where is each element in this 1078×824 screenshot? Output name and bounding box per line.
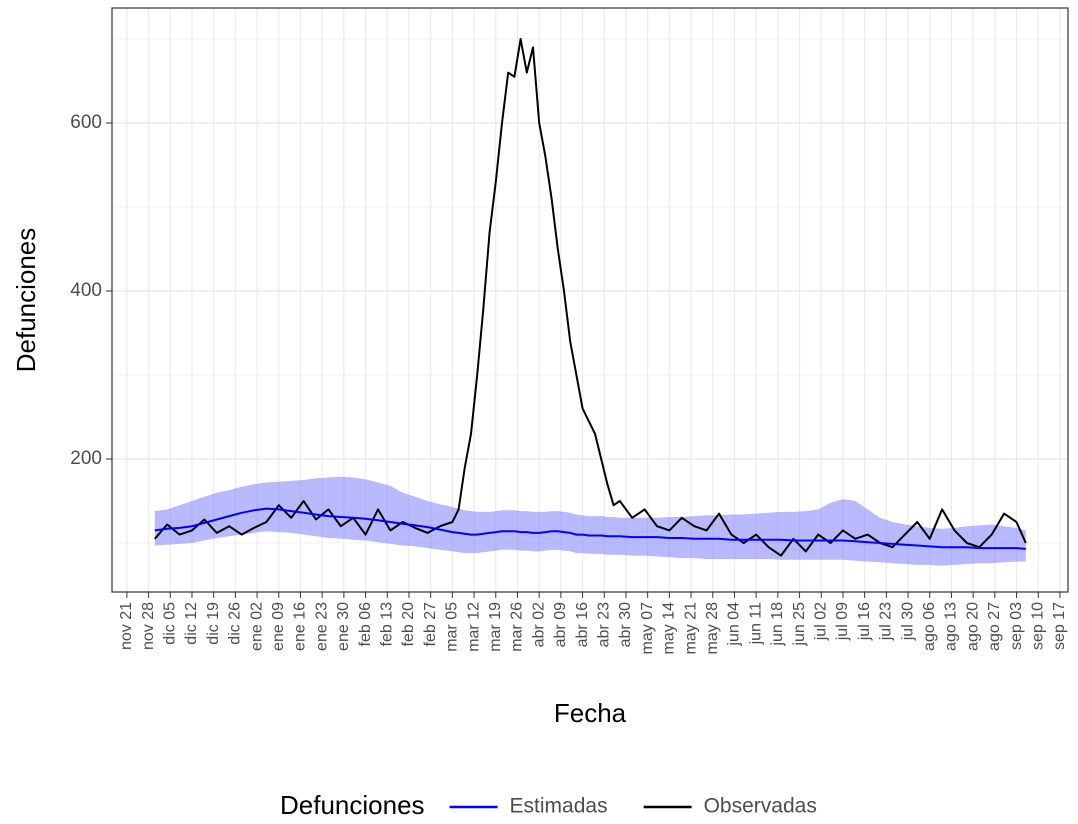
x-tick-label: abr 30: [617, 602, 634, 647]
x-axis-title: Fecha: [554, 698, 627, 728]
x-tick-label: jul 02: [812, 602, 829, 641]
x-tick-label: jun 11: [747, 602, 764, 646]
x-tick-label: nov 28: [140, 602, 157, 650]
x-tick-label: mar 12: [465, 602, 482, 652]
panel-border: [111, 7, 1069, 593]
x-tick-label: sep 10: [1029, 602, 1046, 650]
legend-title: Defunciones: [280, 790, 425, 820]
legend-label: Observadas: [704, 795, 817, 818]
series-line: [154, 38, 1027, 557]
y-tick-label: 600: [70, 112, 102, 133]
x-tick-label: jul 16: [856, 602, 873, 641]
x-tick-label: jul 30: [899, 602, 916, 641]
x-tick-label: feb 20: [400, 602, 417, 647]
x-tick-label: ene 09: [270, 602, 287, 651]
x-tick-label: ago 06: [921, 602, 938, 651]
y-axis-title: Defunciones: [11, 228, 41, 373]
x-tick-label: may 21: [682, 602, 699, 655]
legend-label: Estimadas: [510, 795, 608, 818]
x-tick-label: dic 05: [161, 602, 178, 645]
x-tick-label: abr 23: [595, 602, 612, 647]
x-tick-label: mar 26: [509, 602, 526, 652]
x-tick-label: jul 09: [834, 602, 851, 641]
x-tick-label: mar 05: [444, 602, 461, 652]
x-tick-label: sep 03: [1008, 602, 1025, 650]
x-tick-label: feb 27: [422, 602, 439, 647]
x-tick-label: feb 13: [378, 602, 395, 647]
x-tick-label: abr 02: [530, 602, 547, 647]
y-tick-label: 200: [70, 448, 102, 469]
x-tick-label: dic 26: [227, 602, 244, 645]
x-tick-label: may 14: [661, 602, 678, 655]
x-tick-label: ene 16: [292, 602, 309, 651]
x-tick-label: ago 27: [986, 602, 1003, 651]
x-tick-label: dic 12: [183, 602, 200, 645]
x-tick-label: jul 23: [878, 602, 895, 641]
x-tick-label: jun 18: [769, 602, 786, 647]
x-tick-label: mar 19: [487, 602, 504, 652]
x-tick-label: nov 21: [118, 602, 135, 650]
x-tick-label: ago 20: [964, 602, 981, 651]
confidence-band: [154, 476, 1026, 566]
x-tick-label: jun 25: [791, 602, 808, 647]
x-tick-label: may 07: [639, 602, 656, 655]
x-tick-label: ene 23: [313, 602, 330, 651]
x-tick-label: jun 04: [726, 602, 743, 647]
x-tick-label: ene 02: [248, 602, 265, 651]
x-tick-label: abr 16: [574, 602, 591, 647]
x-tick-label: ago 13: [943, 602, 960, 651]
x-tick-label: sep 17: [1051, 602, 1068, 650]
x-tick-label: ene 30: [335, 602, 352, 651]
x-tick-label: feb 06: [357, 602, 374, 647]
series-line: [154, 507, 1026, 550]
y-tick-label: 400: [70, 280, 102, 301]
x-tick-label: abr 09: [552, 602, 569, 647]
x-tick-label: may 28: [704, 602, 721, 655]
x-tick-label: dic 19: [205, 602, 222, 645]
